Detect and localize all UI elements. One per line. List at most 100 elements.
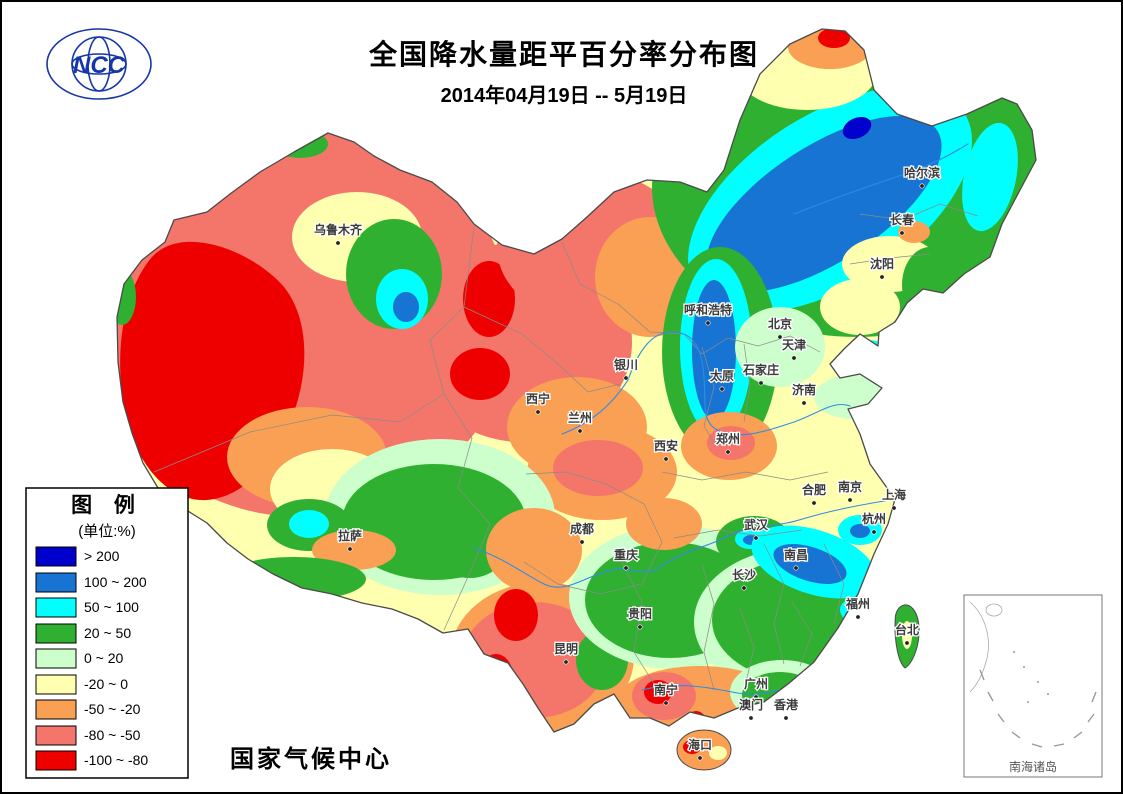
anomaly-fill-layer	[117, 29, 1036, 732]
legend-label: 100 ~ 200	[84, 574, 147, 590]
region-blue	[706, 115, 942, 293]
legend-unit: (单位:%)	[78, 523, 136, 540]
city-label-lhasa: 拉萨	[338, 528, 362, 543]
logo-text: NCC	[73, 52, 126, 79]
legend-label: -20 ~ 0	[84, 676, 128, 692]
city-marker	[577, 428, 583, 434]
city-marker	[753, 535, 759, 541]
inset-box	[963, 594, 1103, 778]
legend-swatch	[35, 699, 77, 720]
region-salmon	[553, 440, 643, 496]
city-marker	[741, 585, 747, 591]
region-blue	[773, 544, 847, 584]
city-label-shijiazhuang: 石家庄	[742, 362, 779, 377]
city-marker	[663, 456, 669, 462]
region-blue	[692, 280, 736, 420]
ncc-logo: NCC	[46, 28, 152, 100]
city-label-xian: 西安	[654, 438, 678, 453]
city-label-macau: 澳门	[739, 697, 763, 712]
city-marker	[697, 755, 703, 761]
region-orange	[898, 221, 930, 243]
city-label-guiyang: 贵阳	[628, 606, 652, 621]
region-blue	[393, 292, 419, 322]
inset-island-dot	[1023, 666, 1025, 668]
city-marker	[793, 565, 799, 571]
city-label-chongqing: 重庆	[614, 547, 638, 562]
city-label-shanghai: 上海	[882, 487, 906, 502]
hainan-island	[676, 729, 732, 771]
city-marker	[563, 659, 569, 665]
inset-dash-line	[979, 669, 1097, 748]
city-marker	[855, 614, 861, 620]
city-label-xining: 西宁	[526, 391, 550, 406]
region-orange	[312, 530, 396, 570]
legend-label: 50 ~ 100	[84, 599, 139, 615]
city-marker	[777, 334, 783, 340]
region-darkblue	[842, 116, 872, 140]
city-label-wuhan: 武汉	[744, 517, 769, 532]
inset-island-dot	[1047, 693, 1049, 695]
region-cyan	[962, 122, 1018, 232]
legend-label: -100 ~ -80	[84, 752, 148, 768]
city-labels: 乌鲁木齐 哈尔滨 长春 沈阳 呼和浩特 北京 天津 太原 石家庄 济南 银川 西…	[313, 164, 942, 754]
region-paleyellow	[709, 746, 727, 760]
page-title: 全国降水量距平百分率分布图	[368, 38, 759, 70]
logo-orbit-icon	[46, 28, 152, 100]
legend-label: > 200	[84, 548, 120, 564]
city-marker	[801, 400, 807, 406]
region-red	[818, 29, 850, 48]
city-marker	[753, 694, 759, 700]
china-national-border	[116, 28, 1037, 733]
city-label-haikou: 海口	[688, 737, 712, 752]
city-label-hohhot: 呼和浩特	[684, 302, 732, 317]
city-label-tianjin: 天津	[782, 337, 806, 352]
city-markers	[335, 183, 925, 761]
legend-swatch	[35, 623, 77, 644]
inset-label: 南海诸岛	[1009, 759, 1057, 774]
city-label-hangzhou: 杭州	[862, 511, 886, 526]
city-marker	[758, 380, 764, 386]
songhua-river	[793, 143, 969, 215]
region-lightgreen	[735, 307, 825, 387]
city-marker	[335, 240, 341, 246]
inset-island-dot	[1013, 651, 1015, 653]
region-paleyellow	[820, 279, 900, 335]
hainan-outline	[676, 729, 732, 771]
city-label-taiyuan: 太原	[710, 368, 734, 383]
city-label-nanning: 南宁	[654, 682, 678, 697]
city-marker	[347, 546, 353, 552]
city-label-taipei: 台北	[895, 622, 919, 637]
page-subtitle: 2014年04月19日 -- 5月19日	[441, 83, 688, 107]
region-cyan	[289, 510, 329, 538]
city-label-harbin: 哈尔滨	[904, 165, 940, 180]
city-label-changchun: 长春	[890, 212, 915, 227]
legend-swatch	[35, 674, 77, 695]
region-red	[479, 654, 513, 698]
logo-meridian-icon	[87, 36, 111, 92]
city-marker	[579, 539, 585, 545]
city-label-hefei: 合肥	[802, 482, 826, 497]
legend-label: 20 ~ 50	[84, 625, 131, 641]
city-label-jinan: 济南	[792, 382, 816, 397]
region-red	[450, 348, 510, 400]
region-lightgreen	[814, 375, 894, 419]
city-label-changsha: 长沙	[732, 567, 756, 582]
city-marker	[535, 409, 541, 415]
region-cyan	[844, 340, 892, 376]
region-orange	[486, 508, 582, 592]
yangtze-river	[473, 499, 891, 588]
city-label-beijing: 北京	[768, 316, 792, 331]
legend-swatch	[35, 750, 77, 771]
city-marker	[791, 355, 797, 361]
legend-swatch	[35, 725, 77, 746]
city-label-kunming: 昆明	[554, 642, 578, 656]
city-label-yinchuan: 银川	[614, 357, 638, 372]
city-label-guangzhou: 广州	[744, 676, 768, 691]
yellow-river	[561, 331, 851, 436]
city-marker	[811, 500, 817, 506]
city-label-zhengzhou: 郑州	[716, 431, 740, 446]
city-marker	[904, 640, 910, 646]
legend-label: 0 ~ 20	[84, 650, 124, 666]
city-marker	[705, 320, 711, 326]
